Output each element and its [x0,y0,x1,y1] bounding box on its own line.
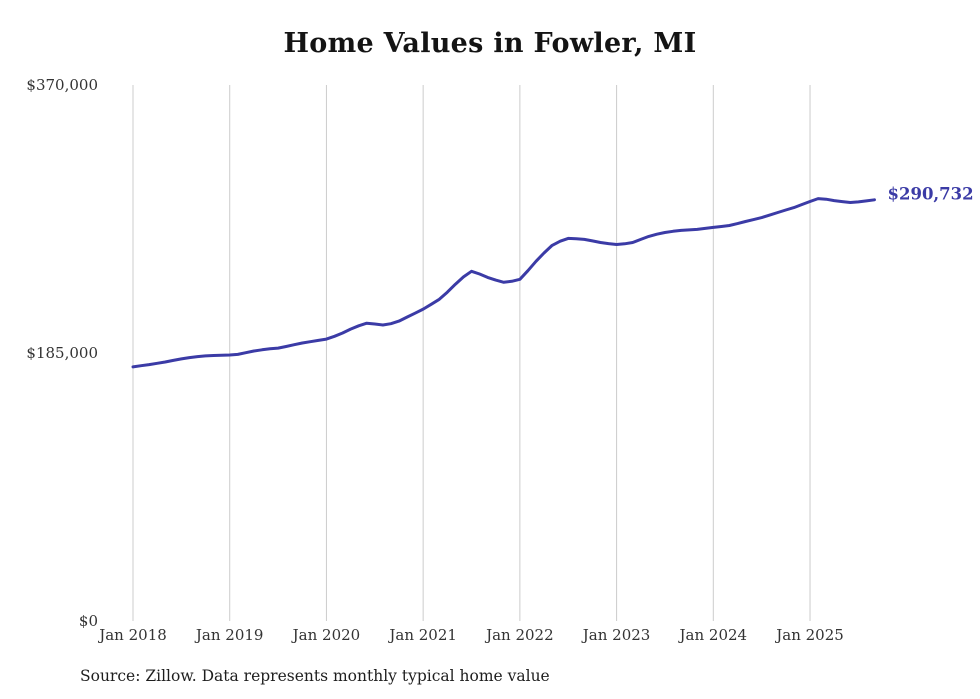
x-axis-tick-label: Jan 2023 [582,626,651,644]
home-value-line [131,197,876,369]
y-axis-tick-label: $370,000 [26,76,98,94]
y-axis-tick-label: $0 [78,612,98,630]
x-axis-tick-label: Jan 2024 [679,626,748,644]
x-axis-tick-label: Jan 2020 [292,626,361,644]
vertical-gridlines [132,85,811,621]
x-axis-tick-label: Jan 2025 [776,626,844,644]
source-note: Source: Zillow. Data represents monthly … [80,667,550,685]
x-axis-tick-label: Jan 2022 [486,626,554,644]
x-axis-tick-label: Jan 2018 [99,626,167,644]
latest-value-label: $290,732 [887,184,974,204]
chart-title: Home Values in Fowler, MI [283,28,697,59]
x-axis-tick-label: Jan 2021 [389,626,457,644]
x-axis-tick-label: Jan 2019 [195,626,264,644]
y-axis-tick-label: $185,000 [26,344,98,362]
